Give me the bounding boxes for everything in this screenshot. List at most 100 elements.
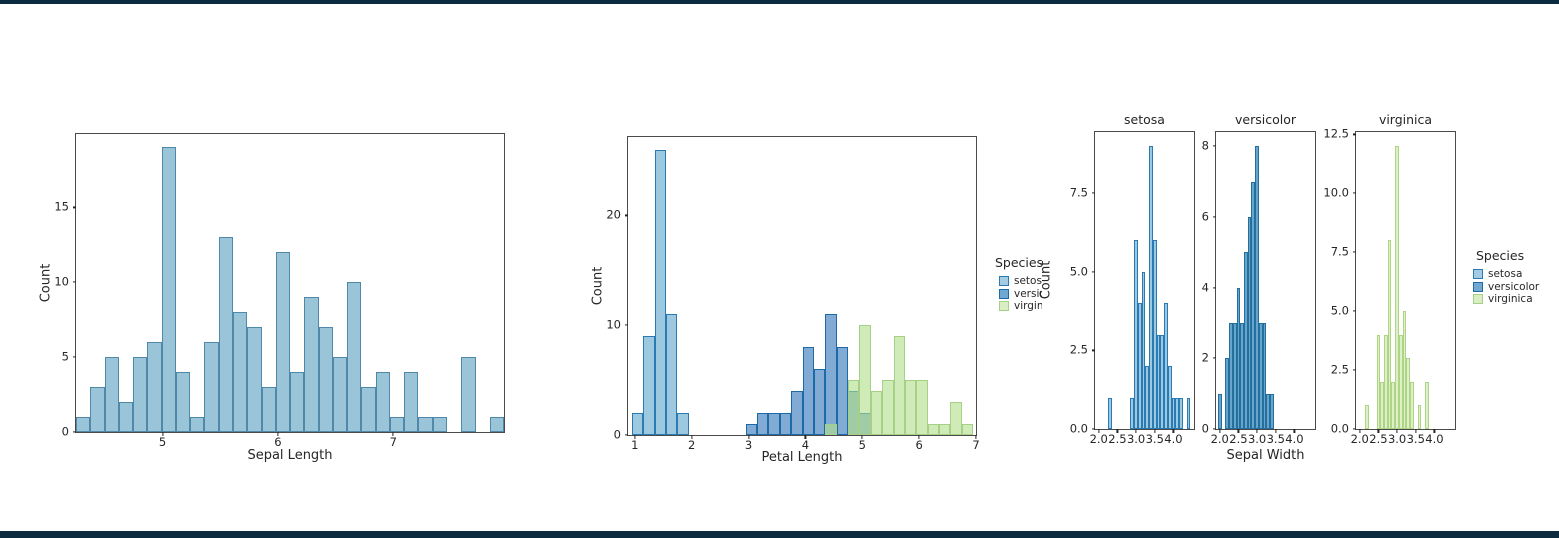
window-bottom-border: [0, 531, 1559, 538]
histogram-bar: [1160, 334, 1165, 429]
y-tick-label: 12.5: [1323, 126, 1349, 141]
x-tick-label: 5: [858, 438, 866, 452]
histogram-bar: [1137, 303, 1142, 429]
histogram-bar: [1134, 240, 1138, 429]
x-tick-label: 3.5: [1145, 432, 1164, 446]
y-tick-mark: [624, 324, 628, 326]
histogram-bar: [1244, 252, 1248, 429]
histogram-bar: [1130, 397, 1135, 429]
x-tick-label: 2.0: [1089, 432, 1108, 446]
y-tick-mark: [1091, 271, 1095, 273]
x-tick-mark: [1172, 429, 1175, 433]
y-tick-label: 10: [606, 317, 621, 332]
histogram-bar: [1258, 322, 1263, 429]
y-tick-label: 0.0: [1069, 421, 1088, 436]
histogram-bar: [802, 347, 814, 435]
legend-label: versicolor: [1488, 280, 1540, 293]
histogram-bar: [1217, 393, 1222, 429]
x-tick-mark: [1377, 429, 1379, 433]
histogram-bar: [290, 372, 305, 432]
legend-item: versicolor: [1473, 281, 1553, 292]
histogram-bar: [882, 380, 894, 435]
histogram-bar: [304, 297, 319, 432]
histogram-bar: [1156, 334, 1161, 429]
x-tick-mark: [1219, 429, 1221, 433]
y-axis-label: Count: [590, 266, 606, 306]
histogram-bar: [825, 314, 837, 435]
x-tick-label: 7: [972, 438, 980, 452]
x-tick-label: 2.5: [1229, 432, 1248, 446]
histogram-bar: [745, 424, 758, 435]
x-tick-mark: [1359, 429, 1361, 433]
legend-item: setosa: [992, 276, 1042, 287]
x-tick-label: 7: [389, 435, 397, 449]
histogram-bar: [1247, 216, 1252, 429]
histogram-bar: [1179, 397, 1183, 429]
histogram-bar: [1398, 334, 1403, 429]
legend-label: setosa: [1014, 275, 1042, 287]
x-tick-label: 2.5: [1108, 432, 1127, 446]
x-tick-mark: [1433, 429, 1436, 433]
histogram-bar: [204, 342, 219, 432]
y-tick-mark: [1212, 145, 1216, 147]
x-tick-mark: [161, 432, 164, 436]
y-tick-mark: [1352, 192, 1356, 194]
histogram-bar: [768, 413, 780, 435]
histogram-bar: [1186, 397, 1191, 429]
histogram-bar: [418, 417, 433, 432]
histogram-bar: [1391, 381, 1396, 429]
histogram-bar: [1171, 397, 1176, 429]
histogram-bar: [1255, 146, 1259, 429]
legend-swatch: [1473, 294, 1483, 305]
histogram-bar: [261, 387, 276, 432]
x-tick-mark: [1293, 429, 1296, 433]
histogram-bar: [1395, 146, 1399, 429]
x-tick-mark: [747, 435, 750, 439]
x-tick-label: 3.0: [1126, 432, 1146, 446]
y-tick-mark: [1352, 369, 1356, 371]
histogram-bar: [904, 380, 917, 435]
legend-swatch: [999, 288, 1009, 299]
x-tick-mark: [918, 435, 920, 439]
x-tick-mark: [691, 435, 693, 439]
histogram-bar: [161, 147, 176, 432]
x-tick-mark: [1237, 429, 1239, 433]
histogram-bar: [1175, 397, 1180, 429]
y-tick-label: 4: [1201, 279, 1209, 294]
histogram-bar: [1236, 287, 1241, 429]
y-tick-mark: [1352, 133, 1356, 135]
histogram-bar: [1417, 405, 1422, 429]
x-tick-mark: [1154, 429, 1156, 433]
y-tick-mark: [72, 431, 76, 433]
x-tick-mark: [1135, 429, 1137, 433]
histogram-bar: [779, 413, 792, 435]
y-tick-mark: [1212, 428, 1216, 430]
histogram-bar: [461, 357, 476, 432]
histogram-bar: [104, 357, 119, 432]
histogram-bar: [218, 237, 233, 432]
y-tick-mark: [1091, 349, 1095, 352]
y-tick-mark: [1212, 216, 1216, 218]
x-tick-label: 4.0: [1164, 432, 1183, 446]
histogram-bar: [1425, 381, 1429, 429]
y-tick-mark: [624, 434, 628, 436]
histogram-bar: [1108, 397, 1112, 429]
histogram-bar: [1141, 271, 1146, 429]
x-tick-mark: [1275, 429, 1277, 433]
histogram-bar: [275, 252, 291, 432]
histogram-bar: [1387, 240, 1392, 429]
histogram-bar: [1365, 405, 1370, 429]
y-tick-label: 10.0: [1323, 185, 1349, 200]
histogram-bar: [757, 413, 769, 435]
histogram-bar: [813, 369, 826, 435]
x-axis-label: Petal Length: [761, 450, 843, 465]
legend-title: Species: [1476, 248, 1525, 263]
histogram-bar: [654, 149, 667, 435]
facet-frame-virginica: 2.0 2.5 3.0 3.5 4.0 0.0 2.5 5.0 7.5 10.0 12.5: [1323, 128, 1456, 445]
x-tick-mark: [1256, 429, 1258, 433]
y-tick-mark: [72, 281, 76, 283]
x-tick-mark: [1098, 429, 1100, 433]
